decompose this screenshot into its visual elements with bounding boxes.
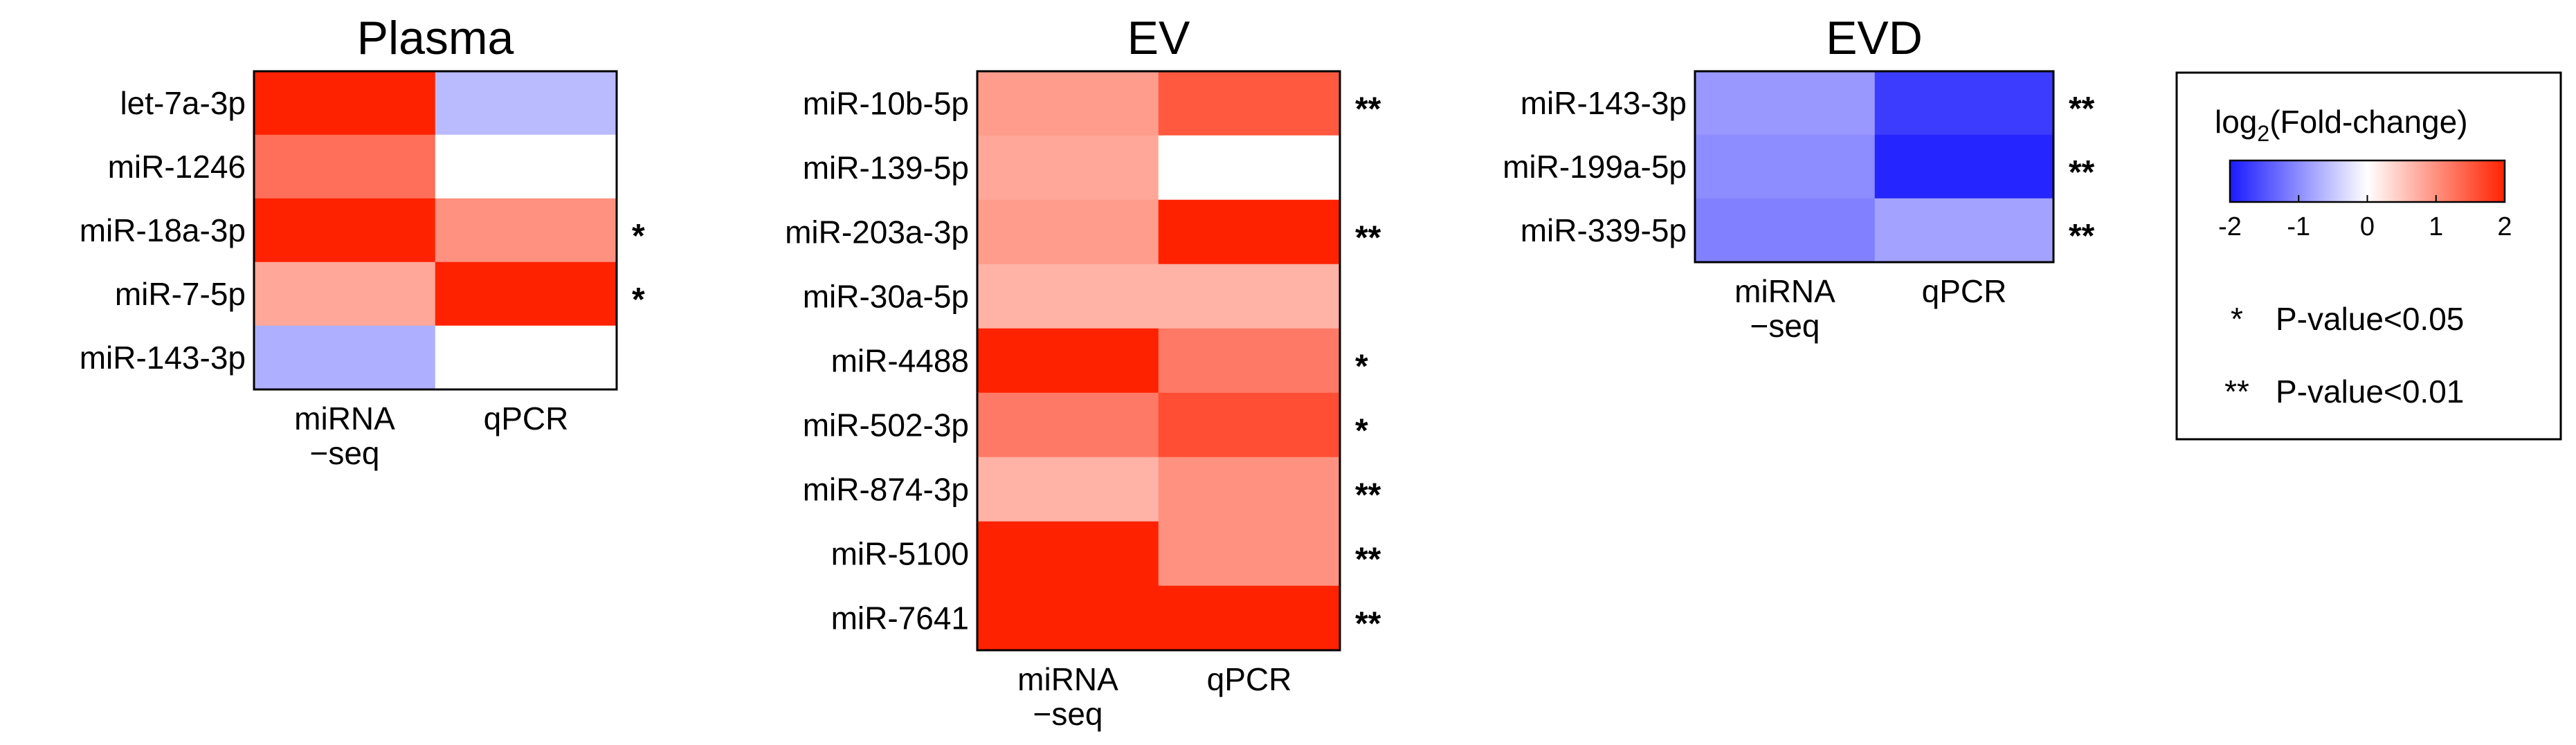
evd-row-label: miR-339-5p (1521, 212, 1687, 248)
evd-significance-mir-199a-5p: ** (2069, 154, 2095, 191)
legend-title-log: log (2215, 104, 2257, 140)
plasma-frame (253, 70, 618, 391)
evd-column-label: miRNA (1734, 273, 1835, 309)
ev-cell-mir-4488-qpcr (1158, 328, 1341, 394)
ev-row-label: miR-502-3p (803, 407, 969, 443)
plasma-cell-mir-143-3p-qpcr (435, 325, 617, 390)
ev-significance-mir-203a-3p: ** (1355, 220, 1381, 257)
evd-significance-mir-143-3p: ** (2069, 91, 2095, 127)
legend-title-subscript: 2 (2257, 121, 2269, 146)
ev-cell-mir-30a-5p-qpcr (1158, 264, 1341, 329)
plasma-cell-let-7a-3p-qpcr (435, 71, 617, 136)
ev-row-label: miR-203a-3p (785, 214, 969, 250)
ev-cell-mir-5100-qpcr (1158, 521, 1341, 587)
ev-cell-mir-30a-5p-mirna-seq (977, 264, 1159, 329)
plasma-cell-mir-143-3p-mirna-seq (253, 325, 436, 390)
plasma-column-label: qPCR (484, 401, 569, 436)
evd-column-label: −seq (1750, 308, 1820, 344)
heatmap-plasma: Plasma let-7a-3p miR-1246 miR-18a-3p * miR-7-… (80, 12, 645, 471)
ev-significance-mir-502-3p: * (1355, 413, 1368, 450)
legend-box (2175, 71, 2562, 441)
evd-row-label: miR-143-3p (1521, 85, 1687, 121)
plasma-cell-mir-1246-mirna-seq (253, 134, 436, 199)
plasma-significance-mir-7-5p: * (632, 282, 645, 318)
evd-cell-mir-339-5p-qpcr (1874, 198, 2054, 263)
ev-cell-mir-203a-3p-mirna-seq (977, 199, 1159, 265)
ev-cell-mir-4488-mirna-seq (977, 328, 1159, 394)
ev-significance-mir-874-3p: ** (1355, 477, 1381, 514)
ev-row-label: miR-5100 (831, 536, 969, 572)
ev-cell-mir-10b-5p-mirna-seq (977, 71, 1159, 136)
evd-title: EVD (1826, 12, 1923, 64)
ev-column-label: −seq (1033, 696, 1103, 732)
plasma-cell-mir-1246-qpcr (435, 134, 617, 199)
ev-cell-mir-7641-qpcr (1158, 585, 1341, 651)
legend-label-p001: P-value<0.01 (2276, 374, 2464, 410)
colorbar-tick-label: 0 (2360, 212, 2375, 241)
plasma-cell-mir-7-5p-qpcr (435, 261, 617, 326)
evd-column-label: qPCR (1922, 273, 2007, 309)
ev-cell-mir-7641-mirna-seq (977, 585, 1159, 651)
legend: log2(Fold-change) -2 -1 0 1 2 * P-value<0.05… (2175, 71, 2562, 441)
colorbar-ticks: -2 -1 0 1 2 (2218, 195, 2512, 241)
evd-cell-mir-339-5p-mirna-seq (1694, 198, 1876, 263)
ev-cell-mir-10b-5p-qpcr (1158, 71, 1341, 136)
ev-frame (976, 70, 1341, 652)
evd-cell-mir-199a-5p-mirna-seq (1694, 134, 1876, 199)
plasma-cell-mir-18a-3p-qpcr (435, 198, 617, 263)
ev-cell-mir-139-5p-qpcr (1158, 135, 1341, 201)
colorbar-tick-label: -1 (2287, 212, 2310, 241)
plasma-significance-mir-18a-3p: * (632, 218, 645, 255)
ev-row-label: miR-7641 (831, 600, 969, 636)
ev-column-label: miRNA (1017, 661, 1118, 697)
plasma-cell-mir-7-5p-mirna-seq (253, 261, 436, 326)
legend-title-fold-change: (Fold-change) (2269, 104, 2467, 140)
plasma-column-label: −seq (309, 435, 379, 471)
ev-cell-mir-502-3p-qpcr (1158, 392, 1341, 458)
plasma-row-label: miR-1246 (108, 149, 246, 185)
evd-cell-mir-199a-5p-qpcr (1874, 134, 2054, 199)
plasma-row-label: miR-143-3p (80, 340, 246, 376)
colorbar-tick-label: -2 (2218, 212, 2242, 241)
ev-cell-mir-874-3p-mirna-seq (977, 457, 1159, 522)
plasma-column-label: miRNA (294, 401, 395, 436)
ev-title: EV (1127, 12, 1190, 64)
ev-row-label: miR-139-5p (803, 150, 969, 186)
legend-symbol-double-star: ** (2224, 374, 2249, 410)
evd-significance-mir-339-5p: ** (2069, 218, 2095, 255)
ev-column-label: qPCR (1207, 661, 1292, 697)
legend-title: log2(Fold-change) (2215, 104, 2468, 146)
plasma-title: Plasma (357, 12, 514, 64)
ev-row-label: miR-874-3p (803, 472, 969, 508)
ev-cell-mir-5100-mirna-seq (977, 521, 1159, 587)
ev-cell-mir-139-5p-mirna-seq (977, 135, 1159, 201)
ev-row-label: miR-4488 (831, 343, 969, 379)
ev-significance-mir-10b-5p: ** (1355, 91, 1381, 128)
plasma-cell-mir-18a-3p-mirna-seq (253, 198, 436, 263)
heatmap-evd: EVD miR-143-3p ** miR-199a-5p ** miR-339-5p **… (1503, 12, 2095, 344)
evd-row-label: miR-199a-5p (1503, 149, 1687, 185)
ev-significance-mir-4488: * (1355, 349, 1368, 385)
colorbar-tick-label: 2 (2497, 212, 2512, 241)
evd-cell-mir-143-3p-mirna-seq (1694, 71, 1876, 136)
legend-label-p005: P-value<0.05 (2276, 301, 2464, 337)
legend-symbol-single-star: * (2231, 301, 2243, 337)
ev-row-label: miR-30a-5p (803, 279, 969, 315)
ev-row-label: miR-10b-5p (803, 86, 969, 122)
plasma-row-label: miR-18a-3p (80, 212, 246, 248)
evd-cell-mir-143-3p-qpcr (1874, 71, 2054, 136)
ev-significance-mir-7641: ** (1355, 606, 1381, 643)
ev-cell-mir-203a-3p-qpcr (1158, 199, 1341, 265)
ev-cell-mir-502-3p-mirna-seq (977, 392, 1159, 458)
colorbar-tick-label: 1 (2429, 212, 2443, 241)
plasma-row-label: let-7a-3p (120, 85, 246, 121)
plasma-row-label: miR-7-5p (115, 276, 246, 312)
ev-cell-mir-874-3p-qpcr (1158, 457, 1341, 522)
evd-frame (1694, 70, 2055, 264)
ev-significance-mir-5100: ** (1355, 542, 1381, 578)
plasma-cell-let-7a-3p-mirna-seq (253, 71, 436, 136)
